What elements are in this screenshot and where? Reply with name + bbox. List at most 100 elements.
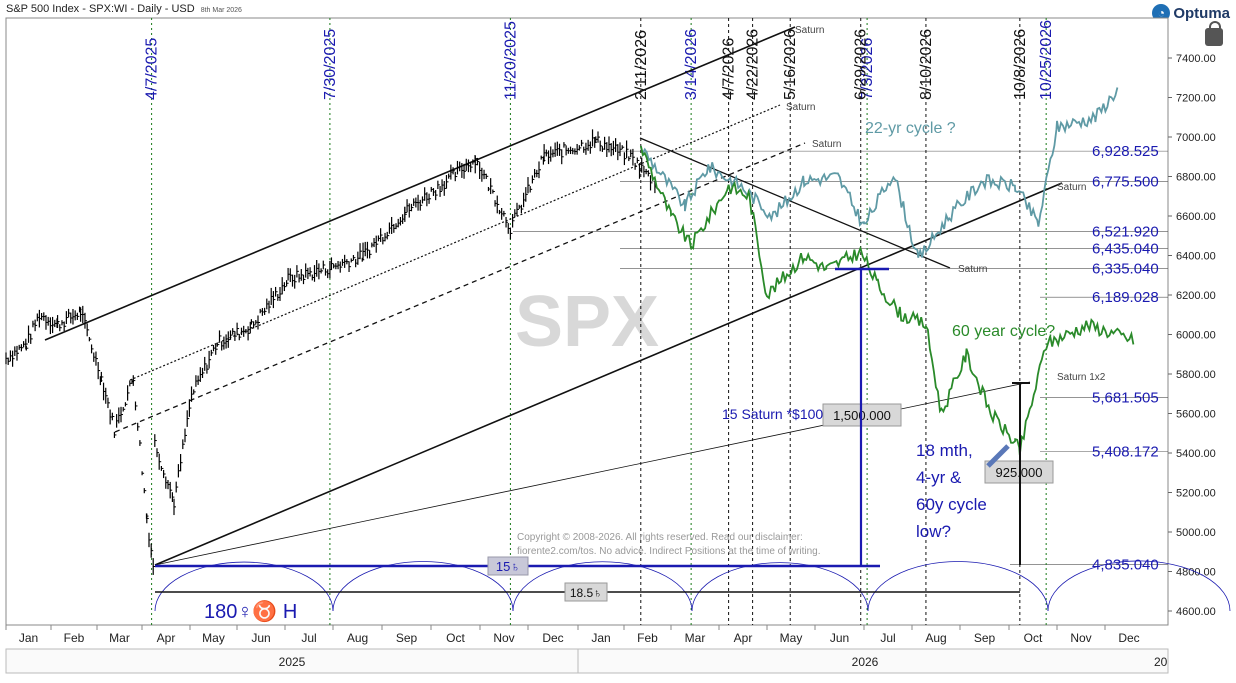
saturn-line-label: Saturn (958, 264, 987, 275)
copyright-text: Copyright © 2008-2026. All rights reserv… (517, 532, 803, 543)
cycle-arc (1047, 560, 1231, 612)
x-month-label: Dec (1118, 631, 1139, 645)
annotation-saturn-formula: 15 Saturn *$100 (722, 406, 823, 422)
level-label: 6,775.500 (1092, 173, 1159, 190)
cycle-date-label: 3/14/2026 (683, 29, 700, 100)
cycle-arc (332, 561, 514, 612)
cycle-date-label: 7/3/2026 (859, 38, 876, 100)
x-month-label: Jan (19, 631, 38, 645)
chart-title: S&P 500 Index - SPX:WI - Daily - USD 8th … (6, 3, 242, 15)
y-tick-label: 4800.00 (1176, 567, 1216, 579)
y-tick-label: 7400.00 (1176, 53, 1216, 65)
cycle-date-label: 8/10/2026 (918, 29, 935, 100)
saturn-channel-upper (44, 26, 796, 341)
lock-icon[interactable] (1205, 21, 1223, 46)
y-tick-label: 5000.00 (1176, 527, 1216, 539)
saturn-channel-dashed (114, 142, 806, 433)
cycle-date-label: 4/22/2026 (745, 29, 762, 100)
level-label: 6,189.028 (1092, 289, 1159, 306)
cycle-arc (867, 561, 1049, 612)
title-text: S&P 500 Index - SPX:WI - Daily - USD (6, 3, 195, 15)
cycle-date-label: 6/29/2026 (853, 29, 870, 100)
x-month-label: Jan (591, 631, 610, 645)
x-month-label: Jul (880, 631, 895, 645)
x-month-label: Nov (1070, 631, 1091, 645)
saturn-line-label: Saturn (1057, 182, 1086, 193)
annotation-cycle-low: 60y cycle (916, 495, 987, 514)
y-tick-label: 6200.00 (1176, 290, 1216, 302)
x-month-label: Jun (830, 631, 849, 645)
saturn-channel-lower (154, 182, 1063, 566)
saturn-line-label: Saturn (795, 25, 824, 36)
saturn-down-line (639, 137, 951, 269)
cycle-date-label: 5/16/2026 (782, 29, 799, 100)
x-month-label: May (780, 631, 803, 645)
annotation-cycle-low: 4-yr & (916, 468, 962, 487)
cycle-date-label: 4/7/2025 (144, 38, 161, 100)
y-tick-label: 6800.00 (1176, 172, 1216, 184)
x-month-label: Sep (396, 631, 418, 645)
x-year-label: 20 (1154, 655, 1168, 669)
x-month-label: Oct (446, 631, 465, 645)
annotation-cycle-low: low? (916, 522, 951, 541)
y-tick-label: 5200.00 (1176, 488, 1216, 500)
measure-185-label: 18.5♄ (570, 586, 602, 600)
green-projection-line (639, 145, 1135, 456)
level-label: 6,521.920 (1092, 223, 1159, 240)
plot-frame (5, 17, 1169, 626)
y-tick-label: 7200.00 (1176, 93, 1216, 105)
saturn-line-label: Saturn (812, 139, 841, 150)
pointer-arrow (986, 444, 1010, 468)
annotation-cycle-low: 18 mth, (916, 441, 973, 460)
x-month-label: May (202, 631, 225, 645)
x-month-label: Apr (157, 631, 176, 645)
level-label: 5,408.172 (1092, 443, 1159, 460)
box-185 (564, 582, 608, 602)
saturn-line-label: Saturn 1x2 (1057, 372, 1106, 383)
x-month-label: Dec (542, 631, 563, 645)
annotation-aspect: 180♀♉ H (204, 599, 297, 623)
copyright-text: fiorente2.com/tos. No advice. Indirect P… (517, 546, 820, 557)
cycle-date-label: 11/20/2025 (502, 21, 519, 100)
watermark-spx: SPX (515, 282, 659, 362)
year-band (5, 648, 1169, 674)
x-month-label: Oct (1024, 631, 1043, 645)
x-month-label: Sep (974, 631, 996, 645)
x-year-label: 2026 (852, 655, 879, 669)
x-month-label: Apr (734, 631, 753, 645)
x-month-label: Aug (925, 631, 946, 645)
y-tick-label: 4600.00 (1176, 606, 1216, 618)
x-month-label: Aug (347, 631, 368, 645)
box-15 (487, 556, 529, 576)
cycle-arc (691, 562, 869, 612)
cycle-arc (512, 561, 693, 612)
level-label: 6,435.040 (1092, 241, 1159, 258)
cycle-date-label: 10/25/2026 (1038, 20, 1055, 100)
y-tick-label: 6000.00 (1176, 330, 1216, 342)
x-month-label: Jun (251, 631, 270, 645)
y-tick-label: 6400.00 (1176, 251, 1216, 263)
level-label: 6,335.040 (1092, 260, 1159, 277)
cycle-arc (154, 561, 334, 612)
teal-projection-line (639, 87, 1119, 258)
x-month-label: Jul (301, 631, 316, 645)
cycle-date-label: 4/7/2026 (721, 38, 738, 100)
measure-15-label: 15♄ (496, 559, 520, 574)
x-month-label: Nov (493, 631, 514, 645)
annotation-22yr-cycle: 22-yr cycle ? (865, 120, 956, 137)
x-month-label: Mar (109, 631, 130, 645)
y-tick-label: 5600.00 (1176, 409, 1216, 421)
brand-name: Optuma (1173, 4, 1230, 22)
cycle-date-label: 7/30/2025 (322, 29, 339, 100)
y-tick-label: 6600.00 (1176, 211, 1216, 223)
y-tick-label: 7000.00 (1176, 132, 1216, 144)
saturn-line-label: Saturn (786, 102, 815, 113)
y-tick-label: 5400.00 (1176, 448, 1216, 460)
y-tick-label: 5800.00 (1176, 369, 1216, 381)
cycle-date-label: 2/11/2026 (633, 30, 650, 100)
level-label: 5,681.505 (1092, 389, 1159, 406)
x-month-label: Feb (637, 631, 658, 645)
x-year-label: 2025 (279, 655, 306, 669)
annotation-60yr-cycle: 60 year cycle? (952, 323, 1055, 340)
